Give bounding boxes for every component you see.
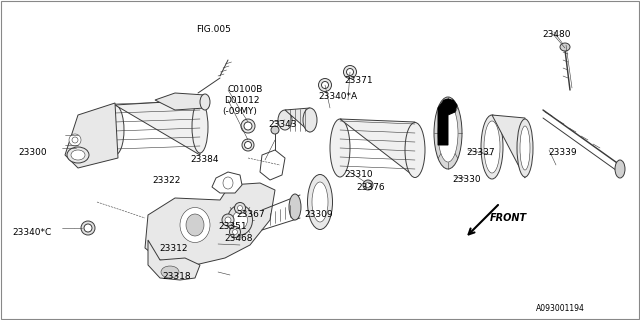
Ellipse shape: [405, 123, 425, 178]
Ellipse shape: [307, 174, 333, 229]
Text: FIG.005: FIG.005: [196, 25, 231, 34]
Ellipse shape: [363, 180, 373, 190]
Ellipse shape: [271, 126, 279, 134]
Ellipse shape: [365, 182, 371, 188]
Ellipse shape: [192, 101, 208, 153]
Ellipse shape: [615, 160, 625, 178]
Text: 23300: 23300: [18, 148, 47, 157]
Ellipse shape: [319, 78, 332, 92]
PathPatch shape: [340, 119, 415, 177]
Text: 23318: 23318: [162, 272, 191, 281]
Text: 23339: 23339: [548, 148, 577, 157]
Ellipse shape: [222, 214, 234, 226]
PathPatch shape: [145, 183, 275, 265]
Ellipse shape: [330, 119, 350, 177]
Ellipse shape: [443, 99, 453, 109]
Text: 23480: 23480: [542, 30, 570, 39]
Ellipse shape: [321, 82, 328, 89]
Ellipse shape: [106, 105, 124, 155]
Ellipse shape: [278, 110, 292, 130]
Text: 23371: 23371: [344, 76, 372, 85]
Ellipse shape: [289, 194, 301, 220]
Ellipse shape: [161, 266, 179, 278]
Ellipse shape: [69, 134, 81, 146]
Ellipse shape: [346, 68, 353, 76]
Text: 23337: 23337: [466, 148, 495, 157]
Text: 23330: 23330: [452, 175, 481, 184]
Text: A093001194: A093001194: [536, 304, 585, 313]
Ellipse shape: [84, 224, 92, 232]
Text: 23367: 23367: [236, 210, 264, 219]
Ellipse shape: [227, 205, 253, 235]
PathPatch shape: [285, 108, 310, 132]
Text: 23384: 23384: [190, 155, 218, 164]
Ellipse shape: [560, 43, 570, 51]
Text: D01012: D01012: [224, 96, 259, 105]
Ellipse shape: [237, 205, 243, 211]
PathPatch shape: [438, 100, 457, 145]
Ellipse shape: [312, 182, 328, 222]
Ellipse shape: [225, 217, 231, 223]
Text: 23312: 23312: [159, 244, 188, 253]
Text: 23351: 23351: [218, 222, 246, 231]
Ellipse shape: [484, 121, 500, 173]
Ellipse shape: [481, 115, 503, 179]
Ellipse shape: [434, 97, 462, 169]
Ellipse shape: [223, 177, 233, 189]
Ellipse shape: [71, 150, 85, 160]
Ellipse shape: [186, 214, 204, 236]
Ellipse shape: [517, 119, 533, 177]
Ellipse shape: [232, 229, 237, 235]
Ellipse shape: [244, 122, 252, 130]
PathPatch shape: [148, 240, 200, 280]
Text: 23322: 23322: [152, 176, 180, 185]
Ellipse shape: [241, 119, 255, 133]
Text: 23376: 23376: [356, 183, 385, 192]
Ellipse shape: [234, 203, 246, 213]
Ellipse shape: [303, 108, 317, 132]
PathPatch shape: [492, 115, 525, 178]
Text: 23310: 23310: [344, 170, 372, 179]
PathPatch shape: [212, 172, 242, 193]
Text: (-09MY): (-09MY): [222, 107, 257, 116]
Ellipse shape: [72, 137, 78, 143]
Text: 23343: 23343: [268, 120, 296, 129]
Text: C0100B: C0100B: [228, 85, 264, 94]
PathPatch shape: [65, 103, 118, 168]
Ellipse shape: [242, 139, 254, 151]
Text: 23340*A: 23340*A: [318, 92, 357, 101]
Ellipse shape: [67, 147, 89, 163]
Ellipse shape: [244, 141, 252, 148]
Ellipse shape: [230, 227, 241, 237]
PathPatch shape: [260, 150, 285, 180]
Ellipse shape: [180, 207, 210, 243]
Text: FRONT: FRONT: [490, 213, 527, 223]
Ellipse shape: [232, 211, 248, 229]
Ellipse shape: [344, 66, 356, 78]
Ellipse shape: [520, 126, 530, 170]
PathPatch shape: [115, 100, 200, 155]
Ellipse shape: [200, 94, 210, 110]
Ellipse shape: [438, 104, 458, 162]
Text: 23468: 23468: [224, 234, 253, 243]
PathPatch shape: [155, 93, 205, 110]
Text: 23309: 23309: [304, 210, 333, 219]
Text: 23340*C: 23340*C: [12, 228, 51, 237]
Ellipse shape: [81, 221, 95, 235]
